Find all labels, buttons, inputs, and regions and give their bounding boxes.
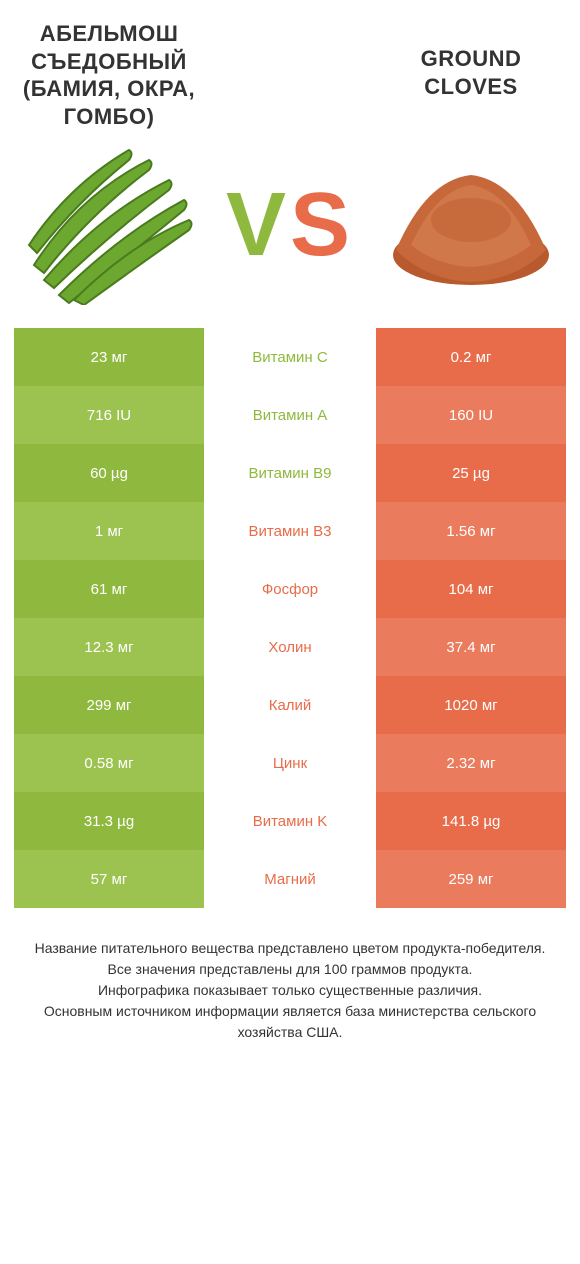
nutrient-right-value: 1020 мг [376,676,566,734]
nutrient-row: 1 мгВитамин B31.56 мг [14,502,566,560]
right-product-title: GROUND CLOVES [376,45,566,100]
nutrient-row: 23 мгВитамин С0.2 мг [14,328,566,386]
nutrient-left-value: 12.3 мг [14,618,204,676]
nutrient-row: 61 мгФосфор104 мг [14,560,566,618]
nutrient-right-value: 1.56 мг [376,502,566,560]
nutrient-row: 31.3 µgВитамин K141.8 µg [14,792,566,850]
nutrient-name: Цинк [204,734,376,792]
nutrient-right-value: 25 µg [376,444,566,502]
nutrient-right-value: 141.8 µg [376,792,566,850]
nutrient-left-value: 299 мг [14,676,204,734]
vs-label: VS [226,180,354,270]
nutrient-row: 57 мгМагний259 мг [14,850,566,908]
nutrient-name: Фосфор [204,560,376,618]
left-product-title: АБЕЛЬМОШ СЪЕДОБНЫЙ (БАМИЯ, ОКРА, ГОМБО) [14,20,204,130]
nutrient-right-value: 0.2 мг [376,328,566,386]
nutrient-right-value: 160 IU [376,386,566,444]
nutrient-left-value: 716 IU [14,386,204,444]
vs-v: V [226,175,290,275]
nutrient-left-value: 31.3 µg [14,792,204,850]
nutrient-row: 0.58 мгЦинк2.32 мг [14,734,566,792]
nutrient-name: Магний [204,850,376,908]
nutrient-left-value: 61 мг [14,560,204,618]
left-product-image [14,140,204,310]
nutrient-right-value: 2.32 мг [376,734,566,792]
nutrient-row: 60 µgВитамин B925 µg [14,444,566,502]
nutrient-name: Витамин B9 [204,444,376,502]
nutrient-table: 23 мгВитамин С0.2 мг716 IUВитамин A160 I… [14,328,566,908]
ground-cloves-icon [386,150,556,300]
infographic-root: АБЕЛЬМОШ СЪЕДОБНЫЙ (БАМИЯ, ОКРА, ГОМБО) … [0,0,580,1043]
images-row: VS [14,140,566,310]
nutrient-row: 299 мгКалий1020 мг [14,676,566,734]
footer-line: Основным источником информации является … [24,1001,556,1043]
nutrient-right-value: 37.4 мг [376,618,566,676]
nutrient-right-value: 104 мг [376,560,566,618]
nutrient-left-value: 1 мг [14,502,204,560]
vs-s: S [290,175,354,275]
footer-line: Все значения представлены для 100 граммо… [24,959,556,980]
nutrient-name: Витамин K [204,792,376,850]
nutrient-row: 12.3 мгХолин37.4 мг [14,618,566,676]
footer-line: Инфографика показывает только существенн… [24,980,556,1001]
okra-icon [19,145,199,305]
nutrient-right-value: 259 мг [376,850,566,908]
nutrient-left-value: 0.58 мг [14,734,204,792]
nutrient-name: Холин [204,618,376,676]
footer-notes: Название питательного вещества представл… [14,938,566,1043]
footer-line: Название питательного вещества представл… [24,938,556,959]
nutrient-left-value: 57 мг [14,850,204,908]
nutrient-name: Витамин С [204,328,376,386]
nutrient-name: Витамин B3 [204,502,376,560]
titles-row: АБЕЛЬМОШ СЪЕДОБНЫЙ (БАМИЯ, ОКРА, ГОМБО) … [14,20,566,130]
nutrient-name: Витамин A [204,386,376,444]
nutrient-name: Калий [204,676,376,734]
nutrient-row: 716 IUВитамин A160 IU [14,386,566,444]
right-product-image [376,140,566,310]
nutrient-left-value: 60 µg [14,444,204,502]
nutrient-left-value: 23 мг [14,328,204,386]
